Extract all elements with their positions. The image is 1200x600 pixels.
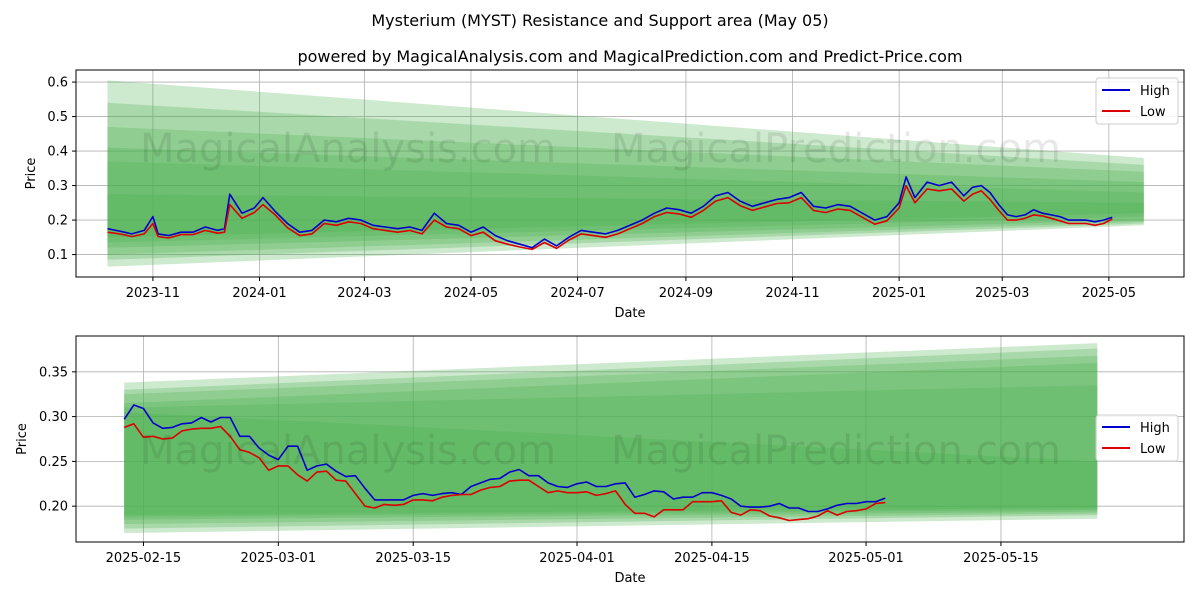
resistance-support-band: [124, 362, 1098, 520]
x-tick-label: 2025-05-15: [963, 551, 1039, 566]
x-tick-label: 2025-01: [872, 286, 926, 301]
y-axis-label: Price: [15, 423, 30, 455]
resistance-support-band: [107, 80, 1144, 267]
series-line-high: [107, 176, 1113, 249]
x-tick-label: 2025-05-01: [828, 551, 904, 566]
series-line-high: [123, 404, 886, 513]
y-axis-label: Price: [24, 158, 39, 190]
y-tick-label: 0.30: [39, 410, 68, 425]
x-tick-label: 2025-02-15: [106, 551, 182, 566]
series-line-low: [107, 184, 1113, 251]
resistance-support-band: [124, 343, 1098, 534]
x-tick-label: 2024-11: [765, 286, 819, 301]
bottom-panel: MagicalAnalysis.com MagicalPrediction.com…: [15, 335, 1185, 586]
x-tick-label: 2025-05: [1082, 286, 1136, 301]
x-tick-label: 2024-09: [659, 286, 713, 301]
x-axis-label: Date: [614, 571, 645, 586]
resistance-support-band: [124, 412, 1098, 516]
legend-label: Low: [1140, 105, 1166, 120]
resistance-support-band: [107, 102, 1144, 260]
y-tick-label: 0.5: [47, 110, 68, 125]
resistance-support-band: [124, 355, 1098, 525]
legend-label: High: [1140, 421, 1170, 436]
y-tick-label: 0.1: [47, 248, 68, 263]
x-tick-label: 2024-03: [337, 286, 391, 301]
watermark-text: MagicalPrediction.com: [611, 428, 1061, 474]
watermark-text: MagicalAnalysis.com: [140, 428, 556, 474]
x-tick-label: 2024-01: [232, 286, 286, 301]
y-tick-label: 0.4: [47, 145, 68, 160]
x-tick-label: 2025-03: [975, 286, 1029, 301]
plot-frame: [75, 335, 1185, 543]
legend-label: High: [1140, 84, 1170, 99]
resistance-support-band: [124, 385, 1098, 517]
top-panel: MagicalAnalysis.com MagicalPrediction.com…: [24, 69, 1185, 321]
x-tick-label: 2025-04-01: [539, 551, 615, 566]
legend: High Low: [1095, 77, 1179, 125]
y-tick-label: 0.3: [47, 179, 68, 194]
x-tick-label: 2024-07: [550, 286, 604, 301]
chart-title: Mysterium (MYST) Resistance and Support …: [371, 11, 828, 30]
x-tick-label: 2025-03-01: [241, 551, 317, 566]
y-tick-label: 0.2: [47, 214, 68, 229]
legend: High Low: [1095, 414, 1179, 462]
series-line-low: [123, 422, 886, 522]
y-tick-label: 0.25: [39, 455, 68, 470]
x-tick-label: 2024-05: [444, 286, 498, 301]
y-tick-label: 0.20: [39, 500, 68, 515]
watermark-text: MagicalAnalysis.com: [140, 126, 556, 172]
x-tick-label: 2023-11: [126, 286, 180, 301]
resistance-support-band: [124, 348, 1098, 529]
y-tick-label: 0.6: [47, 76, 68, 91]
plot-frame: [75, 69, 1185, 278]
x-tick-label: 2025-04-15: [674, 551, 750, 566]
watermark-text: MagicalPrediction.com: [611, 126, 1061, 172]
x-tick-label: 2025-03-15: [375, 551, 451, 566]
legend-label: Low: [1140, 442, 1166, 457]
chart-subtitle: powered by MagicalAnalysis.com and Magic…: [297, 47, 962, 66]
x-axis-label: Date: [614, 306, 645, 321]
y-tick-label: 0.35: [39, 365, 68, 380]
